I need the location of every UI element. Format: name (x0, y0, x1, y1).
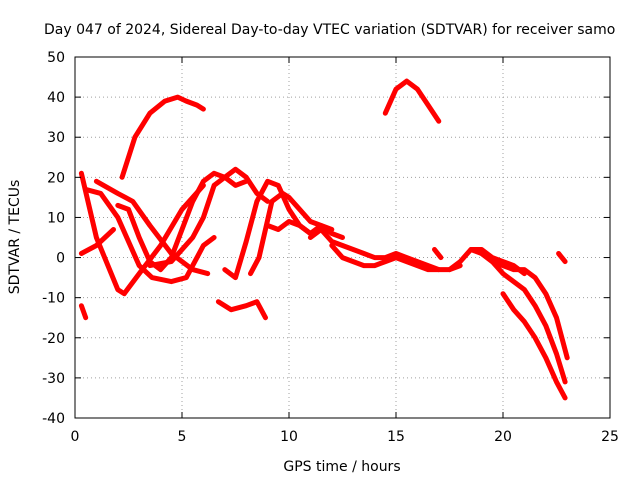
x-tick-label: 10 (280, 429, 298, 445)
x-tick-label: 25 (601, 429, 619, 445)
x-axis-label: GPS time / hours (283, 459, 400, 475)
series-line-trace-10 (248, 190, 335, 277)
y-tick-label: -30 (42, 371, 65, 387)
series-line-trace-11 (215, 299, 268, 321)
series-line-trace-5 (78, 303, 89, 321)
series-line-trace-17 (447, 247, 527, 277)
y-axis-label: SDTVAR / TECUs (7, 180, 23, 295)
series-line-trace-2 (83, 186, 217, 285)
y-tick-label: 20 (47, 170, 65, 186)
y-tick-label: -20 (42, 331, 65, 347)
series-line-trace-12 (265, 219, 345, 240)
y-tick-label: 0 (56, 251, 65, 267)
series-line-trace-19 (479, 251, 568, 385)
series-line-trace-8 (147, 166, 271, 269)
series-line-trace-6 (119, 94, 206, 180)
y-tick-label: -10 (42, 291, 65, 307)
series-line-trace-13 (307, 227, 442, 273)
y-tick-label: 40 (47, 90, 65, 106)
x-tick-label: 0 (71, 429, 80, 445)
plot-frame (74, 56, 611, 419)
series-line-trace-16 (432, 247, 444, 261)
chart-title: Day 047 of 2024, Sidereal Day-to-day VTE… (44, 22, 615, 38)
x-tick-label: 20 (494, 429, 512, 445)
series-line-trace-3 (93, 178, 211, 277)
series-line-trace-21 (556, 251, 568, 265)
y-tick-label: 30 (47, 130, 65, 146)
series-line-trace-9 (222, 178, 313, 281)
y-tick-label: 50 (47, 50, 65, 66)
y-tick-label: -40 (42, 411, 65, 427)
series-line-trace-1 (78, 170, 206, 297)
series-line-trace-15 (382, 78, 442, 124)
series-line-trace-4 (78, 227, 116, 256)
y-tick-label: 10 (47, 210, 65, 226)
x-tick-label: 15 (387, 429, 405, 445)
series-line-trace-20 (500, 291, 568, 401)
series-line-trace-14 (329, 243, 463, 273)
x-tick-label: 5 (178, 429, 187, 445)
